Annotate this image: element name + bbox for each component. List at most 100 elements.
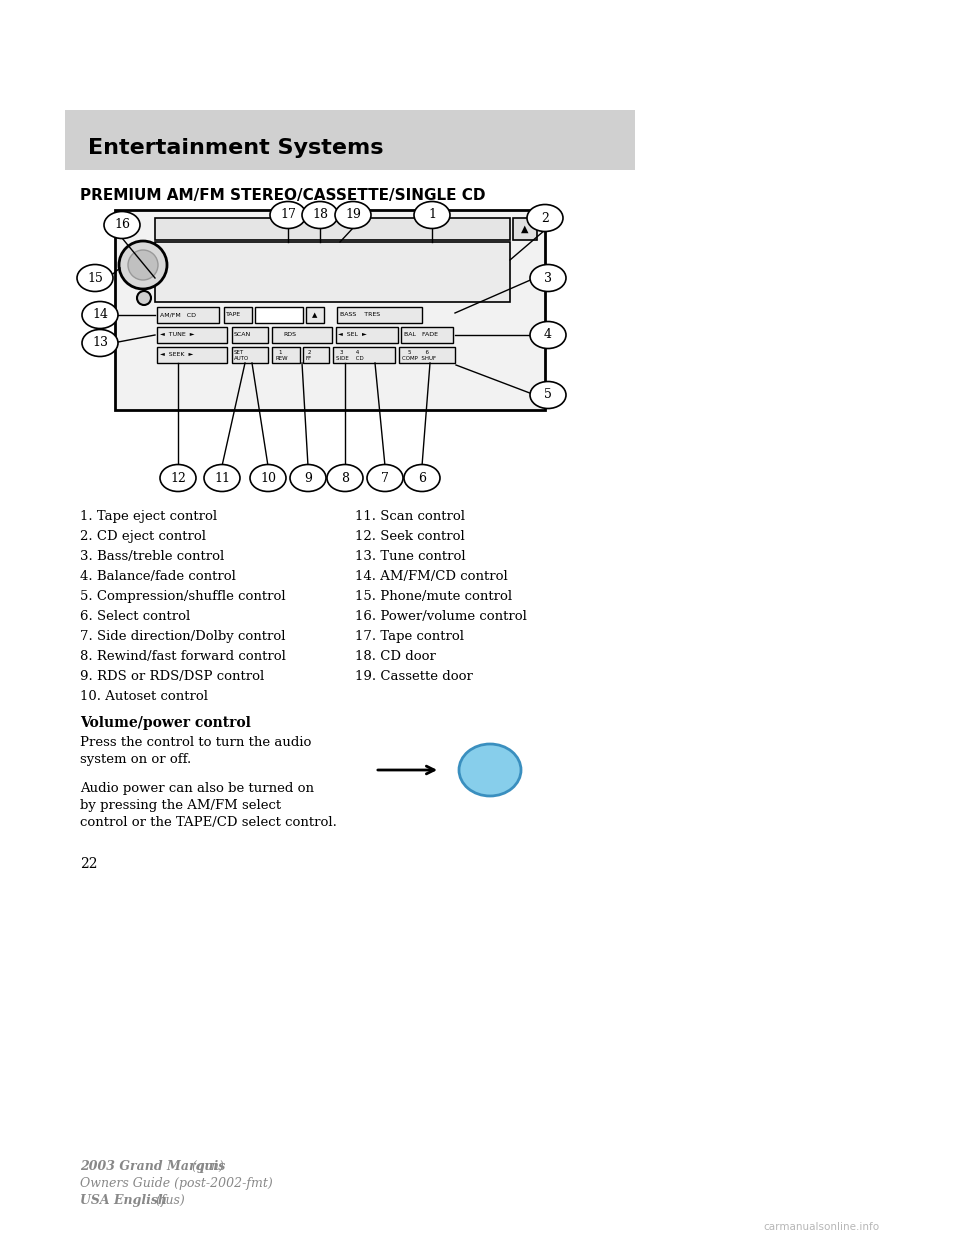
Text: 16. Power/volume control: 16. Power/volume control (355, 610, 527, 623)
Text: 5: 5 (544, 389, 552, 401)
Text: 13: 13 (92, 337, 108, 349)
FancyBboxPatch shape (303, 347, 329, 363)
Text: 2. CD eject control: 2. CD eject control (80, 530, 206, 543)
FancyBboxPatch shape (336, 327, 398, 343)
Text: USA English: USA English (80, 1194, 167, 1207)
FancyBboxPatch shape (255, 307, 303, 323)
Ellipse shape (367, 465, 403, 492)
Text: 4: 4 (544, 328, 552, 342)
FancyBboxPatch shape (337, 307, 422, 323)
Text: 4. Balance/fade control: 4. Balance/fade control (80, 570, 236, 582)
Ellipse shape (250, 465, 286, 492)
Text: PREMIUM AM/FM STEREO/CASSETTE/SINGLE CD: PREMIUM AM/FM STEREO/CASSETTE/SINGLE CD (80, 188, 486, 202)
Text: 12. Seek control: 12. Seek control (355, 530, 465, 543)
Text: ◄  SEL  ►: ◄ SEL ► (338, 333, 367, 338)
Text: 14: 14 (92, 308, 108, 322)
Text: 14. AM/FM/CD control: 14. AM/FM/CD control (355, 570, 508, 582)
Text: ▲: ▲ (312, 312, 318, 318)
Text: 12: 12 (170, 472, 186, 484)
Ellipse shape (302, 201, 338, 229)
Text: 5        6: 5 6 (408, 349, 429, 354)
Text: 6. Select control: 6. Select control (80, 610, 190, 623)
Text: 17: 17 (280, 209, 296, 221)
Ellipse shape (104, 211, 140, 238)
Ellipse shape (327, 465, 363, 492)
Text: 11: 11 (214, 472, 230, 484)
FancyBboxPatch shape (65, 111, 635, 170)
Text: 9. RDS or RDS/DSP control: 9. RDS or RDS/DSP control (80, 669, 264, 683)
Ellipse shape (530, 265, 566, 292)
Text: 18: 18 (312, 209, 328, 221)
Ellipse shape (204, 465, 240, 492)
Text: 2003 Grand Marquis: 2003 Grand Marquis (80, 1160, 226, 1172)
Text: Press the control to turn the audio
system on or off.: Press the control to turn the audio syst… (80, 737, 311, 766)
Circle shape (137, 291, 151, 306)
Text: 10: 10 (260, 472, 276, 484)
Ellipse shape (82, 329, 118, 356)
Text: ◄  SEEK  ►: ◄ SEEK ► (160, 353, 193, 358)
Text: 16: 16 (114, 219, 130, 231)
Ellipse shape (270, 201, 306, 229)
Ellipse shape (77, 265, 113, 292)
Text: 15: 15 (87, 272, 103, 284)
Text: 8. Rewind/fast forward control: 8. Rewind/fast forward control (80, 650, 286, 663)
FancyBboxPatch shape (157, 347, 227, 363)
Text: 7. Side direction/Dolby control: 7. Side direction/Dolby control (80, 630, 285, 643)
Text: Audio power can also be turned on
by pressing the AM/FM select
control or the TA: Audio power can also be turned on by pre… (80, 782, 337, 828)
Text: Owners Guide (post-2002-fmt): Owners Guide (post-2002-fmt) (80, 1177, 273, 1190)
Text: (grn): (grn) (188, 1160, 224, 1172)
Text: carmanualsonline.info: carmanualsonline.info (764, 1222, 880, 1232)
Circle shape (128, 250, 158, 279)
Text: TAPE: TAPE (226, 313, 241, 318)
Ellipse shape (414, 201, 450, 229)
Text: 17. Tape control: 17. Tape control (355, 630, 464, 643)
Text: SET: SET (234, 349, 244, 354)
FancyBboxPatch shape (306, 307, 324, 323)
Ellipse shape (527, 205, 563, 231)
Text: 6: 6 (418, 472, 426, 484)
Text: BAL   FADE: BAL FADE (404, 333, 438, 338)
Text: 18. CD door: 18. CD door (355, 650, 436, 663)
FancyBboxPatch shape (157, 327, 227, 343)
Text: 2: 2 (541, 211, 549, 225)
Circle shape (119, 241, 167, 289)
FancyBboxPatch shape (115, 210, 545, 410)
Text: 5. Compression/shuffle control: 5. Compression/shuffle control (80, 590, 286, 604)
Text: 15. Phone/mute control: 15. Phone/mute control (355, 590, 512, 604)
FancyBboxPatch shape (333, 347, 395, 363)
FancyBboxPatch shape (155, 219, 510, 240)
Text: Volume/power control: Volume/power control (80, 715, 251, 730)
Ellipse shape (290, 465, 326, 492)
Text: 7: 7 (381, 472, 389, 484)
FancyBboxPatch shape (224, 307, 252, 323)
FancyBboxPatch shape (232, 327, 268, 343)
Ellipse shape (335, 201, 371, 229)
FancyBboxPatch shape (232, 347, 268, 363)
Ellipse shape (160, 465, 196, 492)
Ellipse shape (404, 465, 440, 492)
Text: 3. Bass/treble control: 3. Bass/treble control (80, 550, 225, 563)
Text: 3: 3 (544, 272, 552, 284)
Text: 19: 19 (345, 209, 361, 221)
Text: 19. Cassette door: 19. Cassette door (355, 669, 473, 683)
FancyBboxPatch shape (399, 347, 455, 363)
Text: (fus): (fus) (152, 1194, 184, 1207)
Text: 2: 2 (307, 349, 311, 354)
Text: 9: 9 (304, 472, 312, 484)
Text: 8: 8 (341, 472, 349, 484)
Text: ◄  TUNE  ►: ◄ TUNE ► (160, 333, 195, 338)
Text: 13. Tune control: 13. Tune control (355, 550, 466, 563)
Text: 11. Scan control: 11. Scan control (355, 510, 465, 523)
Text: 22: 22 (80, 857, 98, 871)
Text: SCAN: SCAN (234, 333, 252, 338)
Text: SIDE    CD: SIDE CD (336, 355, 364, 360)
Text: FF: FF (306, 355, 312, 360)
Text: Entertainment Systems: Entertainment Systems (88, 138, 383, 158)
FancyBboxPatch shape (272, 327, 332, 343)
Text: 1: 1 (278, 349, 281, 354)
Text: 3       4: 3 4 (340, 349, 359, 354)
Text: 1: 1 (428, 209, 436, 221)
Text: AM/FM   CD: AM/FM CD (160, 313, 196, 318)
Ellipse shape (530, 381, 566, 409)
FancyBboxPatch shape (513, 219, 537, 240)
